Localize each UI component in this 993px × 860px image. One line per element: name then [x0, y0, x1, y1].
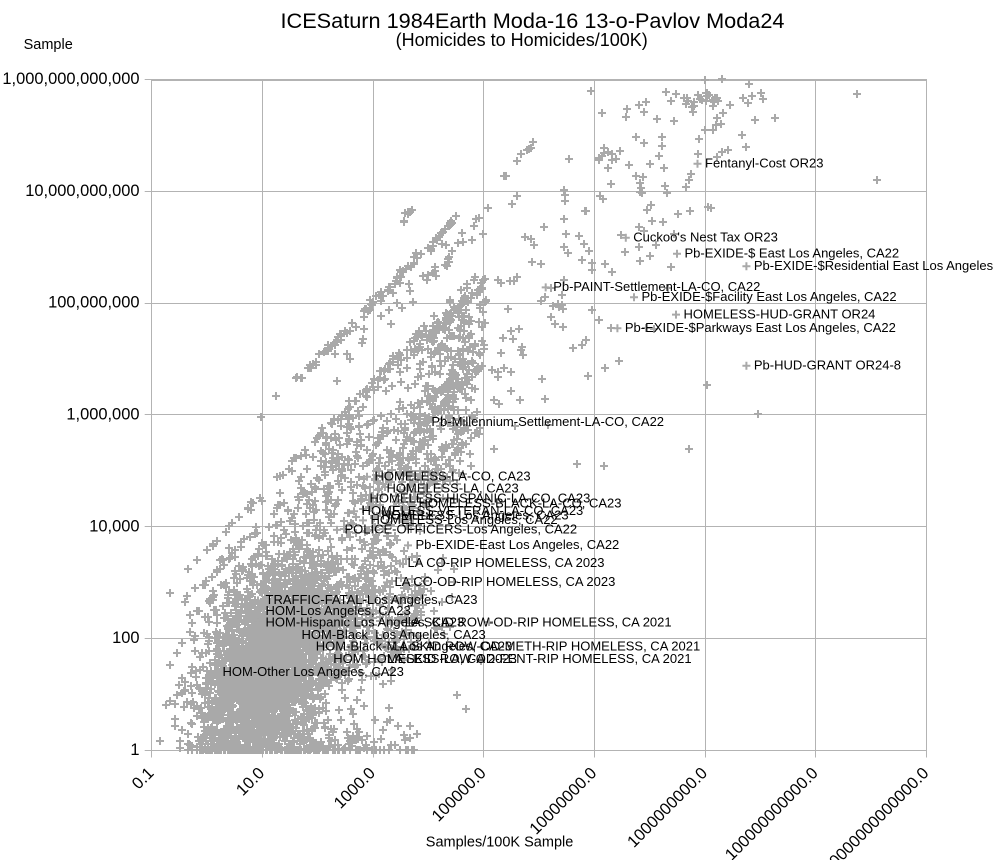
svg-text:Sample: Sample: [24, 37, 73, 53]
svg-text:LA SKID ROW-OD-METH-RIP HOMELE: LA SKID ROW-OD-METH-RIP HOMELESS, CA 202…: [392, 639, 700, 654]
svg-text:HOMELESS-LA-CO, CA23: HOMELESS-LA-CO, CA23: [375, 469, 531, 484]
svg-text:Fentanyl-Cost OR23: Fentanyl-Cost OR23: [705, 156, 824, 171]
svg-text:HOM-Black Los Angeles, CA23: HOM-Black Los Angeles, CA23: [302, 627, 486, 642]
svg-text:HOM-Other Los Angeles, CA23: HOM-Other Los Angeles, CA23: [223, 664, 404, 679]
svg-text:Pb-HUD-GRANT OR24-8: Pb-HUD-GRANT OR24-8: [754, 358, 901, 373]
svg-text:Pb-EXIDE-$ East Los Angeles, C: Pb-EXIDE-$ East Los Angeles, CA22: [685, 246, 900, 261]
svg-text:Pb-EXIDE-$Residential East Los: Pb-EXIDE-$Residential East Los Angeles, …: [754, 258, 993, 273]
svg-text:Samples/100K Sample: Samples/100K Sample: [426, 834, 574, 850]
svg-text:HOMELESS-Los Angeles, CA23: HOMELESS-Los Angeles, CA23: [382, 508, 569, 523]
svg-text:HOM-Black-M-Los Angeles, CA23: HOM-Black-M-Los Angeles, CA23: [316, 639, 513, 654]
svg-text:HOM-Los Angeles, CA23: HOM-Los Angeles, CA23: [266, 603, 411, 618]
svg-text:HOMELESS-BLACK-LA-CO, CA23: HOMELESS-BLACK-LA-CO, CA23: [419, 496, 622, 511]
svg-text:LA SKID ROW-OD-RIP HOMELESS, C: LA SKID ROW-OD-RIP HOMELESS, CA 2021: [405, 615, 672, 630]
svg-text:HOMELESS-HISPANIC-LA-CO, CA23: HOMELESS-HISPANIC-LA-CO, CA23: [370, 491, 591, 506]
svg-text:Cuckoo's Nest Tax OR23: Cuckoo's Nest Tax OR23: [633, 230, 778, 245]
svg-text:100: 100: [112, 629, 139, 647]
svg-text:1: 1: [130, 741, 139, 759]
svg-text:HOMELESS-LA, CA23: HOMELESS-LA, CA23: [387, 481, 519, 496]
svg-text:(Homicides to Homicides/100K): (Homicides to Homicides/100K): [396, 30, 648, 50]
svg-text:Pb-EXIDE-$Parkways East Los An: Pb-EXIDE-$Parkways East Los Angeles, CA2…: [625, 320, 896, 335]
svg-text:LA SKID ROW-OD-FENT-RIP HOMELE: LA SKID ROW-OD-FENT-RIP HOMELESS, CA 202…: [387, 651, 691, 666]
svg-text:ICESaturn 1984Earth Moda-16 13: ICESaturn 1984Earth Moda-16 13-o-Pavlov …: [281, 8, 785, 33]
svg-text:1,000,000: 1,000,000: [66, 406, 139, 424]
svg-text:Pb-Millennium-Settlement-LA-CO: Pb-Millennium-Settlement-LA-CO, CA22: [431, 414, 664, 429]
svg-text:HOM HOMELESS-LA, CA 2023: HOM HOMELESS-LA, CA 2023: [333, 651, 517, 666]
svg-text:LA CO-RIP HOMELESS, CA 2023: LA CO-RIP HOMELESS, CA 2023: [408, 555, 605, 570]
svg-text:LA CO-OD-RIP HOMELESS, CA 2023: LA CO-OD-RIP HOMELESS, CA 2023: [395, 574, 616, 589]
svg-text:100,000,000: 100,000,000: [48, 294, 139, 312]
svg-text:POLICE-OFFICERS-Los Angeles, C: POLICE-OFFICERS-Los Angeles, CA22: [345, 522, 578, 537]
svg-text:10,000: 10,000: [89, 517, 139, 535]
svg-text:HOMELESS-HUD-GRANT OR24: HOMELESS-HUD-GRANT OR24: [684, 306, 876, 321]
svg-text:TRAFFIC-FATAL-Los Angeles, CA2: TRAFFIC-FATAL-Los Angeles, CA23: [266, 592, 478, 607]
svg-text:Pb-EXIDE-$Facility East Los An: Pb-EXIDE-$Facility East Los Angeles, CA2…: [642, 289, 897, 304]
svg-text:1,000,000,000,000: 1,000,000,000,000: [2, 70, 139, 88]
svg-text:HOMELESS-VETERAN-LA-CO, CA23: HOMELESS-VETERAN-LA-CO, CA23: [362, 503, 584, 518]
svg-text:Pb-PAINT-Settlement-LA-CO, CA2: Pb-PAINT-Settlement-LA-CO, CA22: [553, 279, 760, 294]
svg-text:10,000,000,000: 10,000,000,000: [25, 182, 139, 200]
svg-text:HOMELESS-Los Angeles, CA22: HOMELESS-Los Angeles, CA22: [371, 512, 558, 527]
svg-text:Pb-EXIDE-East Los Angeles, CA2: Pb-EXIDE-East Los Angeles, CA22: [416, 537, 620, 552]
svg-text:HOM-Hispanic Los Angeles, CA23: HOM-Hispanic Los Angeles, CA23: [266, 615, 465, 630]
